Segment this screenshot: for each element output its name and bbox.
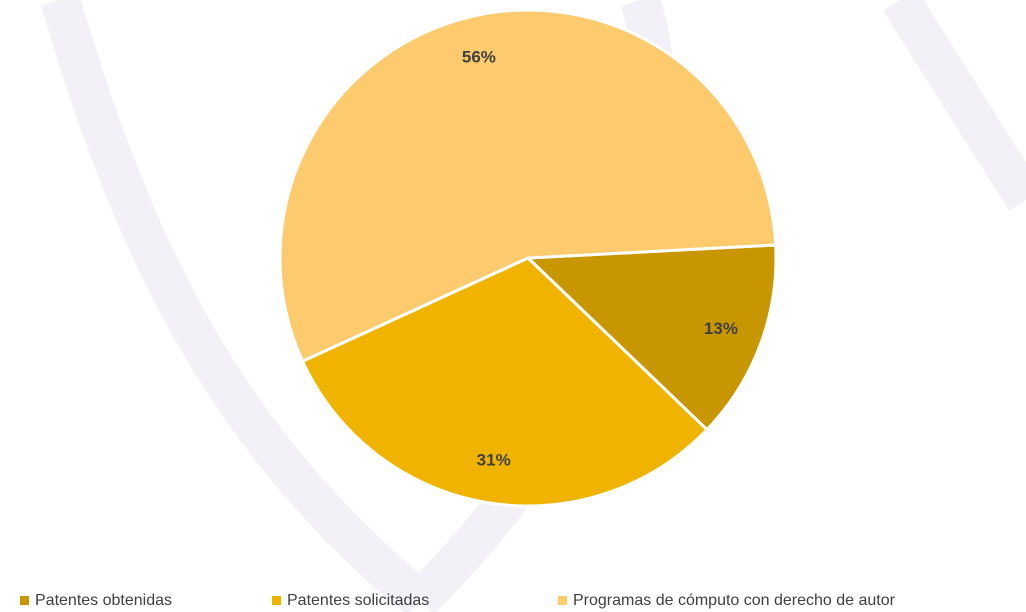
data-label: 56% [462, 48, 496, 67]
legend-label: Patentes solicitadas [287, 592, 429, 609]
legend-marker [558, 596, 567, 605]
data-label: 31% [477, 450, 511, 469]
legend-marker [20, 596, 29, 605]
pie-slice [278, 8, 778, 364]
legend-marker [272, 596, 281, 605]
pie-slice [524, 243, 778, 432]
data-label: 13% [704, 319, 738, 338]
legend-label: Patentes obtenidas [35, 592, 172, 609]
legend-label: Programas de cómputo con derecho de auto… [573, 592, 896, 609]
pie-slice [300, 256, 710, 508]
